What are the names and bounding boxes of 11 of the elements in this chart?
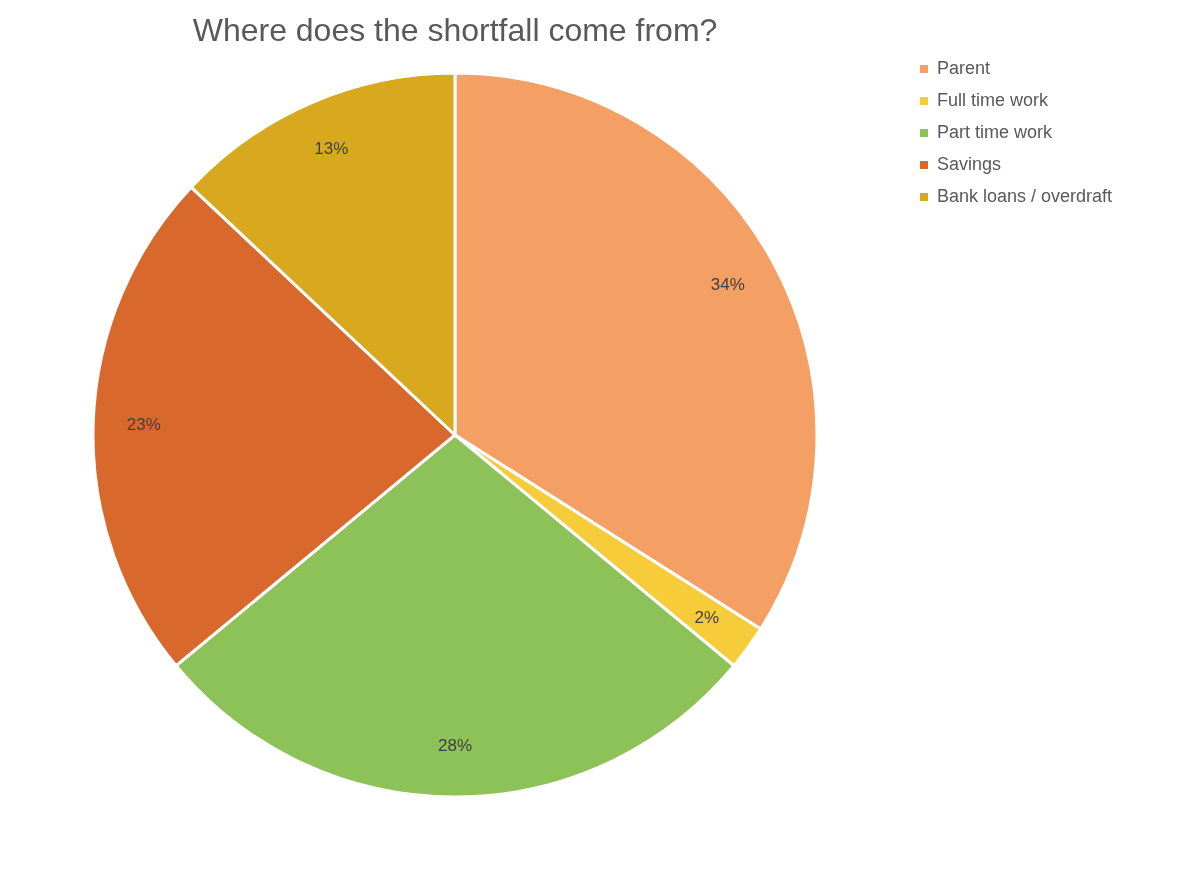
chart-title: Where does the shortfall come from? — [192, 12, 718, 48]
data-label: 13% — [314, 139, 349, 159]
data-label: 23% — [126, 415, 161, 435]
data-label: 2% — [694, 607, 720, 627]
data-label: 28% — [437, 736, 473, 756]
legend-label: Bank loans / overdraft — [937, 186, 1113, 206]
data-label: 34% — [710, 275, 745, 295]
legend-label: Parent — [937, 58, 991, 78]
legend-label: Full time work — [937, 90, 1050, 110]
legend-label: Savings — [937, 154, 1002, 174]
legend-label: Part time work — [937, 122, 1054, 142]
